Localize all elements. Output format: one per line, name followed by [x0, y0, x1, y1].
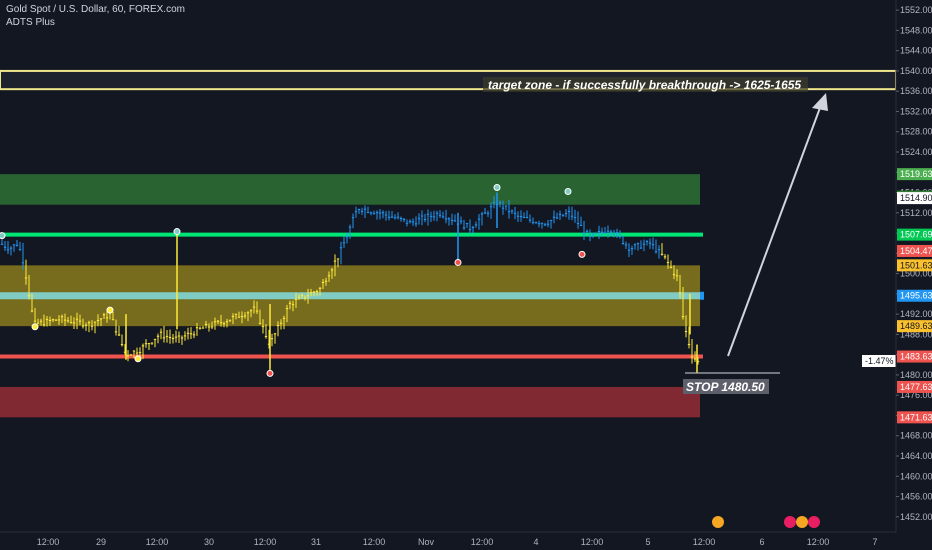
- price-tag-bg: [897, 192, 932, 205]
- y-tick-label: 1552.00: [900, 5, 932, 15]
- target-label-bg: [483, 77, 808, 92]
- candles-layer: [0, 192, 700, 373]
- price-tag-bg: [897, 168, 932, 181]
- y-tick-label: 1540.00: [900, 66, 932, 76]
- price-tags: 1519.631515.201514.901507.691504.471501.…: [897, 168, 932, 424]
- target-label: target zone - if successfully breakthrou…: [488, 78, 801, 92]
- signal-marker: [493, 183, 501, 191]
- x-tick-label: 12:00: [471, 537, 494, 547]
- x-tick-label: 12:00: [581, 537, 604, 547]
- price-tag-label: 1483.63: [900, 352, 932, 362]
- signal-marker: [134, 355, 142, 363]
- price-tag-bg: [897, 244, 932, 257]
- stop-label: STOP 1480.50: [686, 380, 765, 394]
- event-icon[interactable]: [784, 516, 796, 528]
- x-tick-label: 30: [204, 537, 214, 547]
- price-tag-label: 1501.63: [900, 260, 932, 270]
- price-tag-label: 1514.90: [900, 193, 932, 203]
- price-tag-bg: [897, 350, 932, 363]
- x-tick-label: 12:00: [363, 537, 386, 547]
- event-icon[interactable]: [796, 516, 808, 528]
- y-tick-label: 1476.00: [900, 390, 932, 400]
- price-tag-bg: [897, 380, 932, 393]
- signal-marker: [173, 228, 181, 236]
- change-badge-bg: [862, 355, 896, 367]
- y-tick-label: 1544.00: [900, 46, 932, 56]
- signal-marker: [0, 232, 6, 240]
- stop-label-bg: [683, 379, 769, 394]
- x-tick-label: 6: [759, 537, 764, 547]
- y-tick-label: 1512.00: [900, 208, 932, 218]
- x-tick-label: 12:00: [693, 537, 716, 547]
- levels-layer: [0, 232, 704, 359]
- target-arrowhead: [812, 93, 828, 111]
- event-icon[interactable]: [712, 516, 724, 528]
- x-tick-label: 12:00: [254, 537, 277, 547]
- x-tick-labels: 12:00 29 12:00 30 12:00 31 12:00 Nov 12:00 4 12:00…: [37, 537, 878, 547]
- change-badge: -1.47%: [865, 356, 894, 366]
- signal-marker: [31, 323, 39, 331]
- y-tick-label: 1468.00: [900, 431, 932, 441]
- symbol-title[interactable]: Gold Spot / U.S. Dollar, 60, FOREX.com: [6, 4, 185, 15]
- x-tick-label: 5: [645, 537, 650, 547]
- y-tick-label: 1532.00: [900, 106, 932, 116]
- price-tag-label: 1504.47: [900, 246, 932, 256]
- zones-layer: [0, 69, 897, 418]
- price-tag-bg: [897, 320, 932, 333]
- teal-level-end: [700, 291, 704, 300]
- price-tag-bg: [897, 228, 932, 241]
- y-tick-label: 1464.00: [900, 451, 932, 461]
- price-axis-bg[interactable]: [896, 0, 932, 550]
- y-tick-label: 1548.00: [900, 25, 932, 35]
- signal-marker: [266, 369, 274, 377]
- y-tick-label: 1528.00: [900, 127, 932, 137]
- price-tag-bg: [897, 289, 932, 302]
- markers-layer: [0, 183, 586, 377]
- price-tag-label: 1495.63: [900, 291, 932, 301]
- y-tick-label: 1456.00: [900, 492, 932, 502]
- x-tick-label: 12:00: [807, 537, 830, 547]
- price-tag-label: 1519.63: [900, 169, 932, 179]
- red-zone: [0, 386, 700, 418]
- x-tick-label: 7: [872, 537, 877, 547]
- signal-marker: [454, 258, 462, 266]
- price-tag-bg: [897, 259, 932, 272]
- price-tag-label: 1507.69: [900, 230, 932, 240]
- signal-marker: [106, 306, 114, 314]
- green-zone: [0, 174, 700, 205]
- x-tick-label: 12:00: [37, 537, 60, 547]
- price-tag-label: 1489.63: [900, 321, 932, 331]
- y-tick-label: 1536.00: [900, 86, 932, 96]
- y-tick-label: 1452.00: [900, 512, 932, 522]
- price-tag-bg: [897, 411, 932, 424]
- y-tick-label: 1492.00: [900, 309, 932, 319]
- signal-marker: [564, 188, 572, 196]
- price-tag-label: 1471.63: [900, 412, 932, 422]
- y-tick-label: 1488.00: [900, 329, 932, 339]
- x-tick-label: 29: [96, 537, 106, 547]
- y-tick-label: 1460.00: [900, 471, 932, 481]
- price-tag-label: 1477.63: [900, 382, 932, 392]
- signal-marker: [578, 250, 586, 258]
- target-arrow: [727, 96, 825, 357]
- y-tick-label: 1480.00: [900, 370, 932, 380]
- x-tick-label: 4: [533, 537, 538, 547]
- y-tick-label: 1500.00: [900, 269, 932, 279]
- event-icon[interactable]: [808, 516, 820, 528]
- x-tick-label: 31: [311, 537, 321, 547]
- indicator-name[interactable]: ADTS Plus: [6, 17, 55, 28]
- x-tick-label: Nov: [418, 537, 435, 547]
- x-tick-label: 12:00: [146, 537, 169, 547]
- y-tick-label: 1524.00: [900, 147, 932, 157]
